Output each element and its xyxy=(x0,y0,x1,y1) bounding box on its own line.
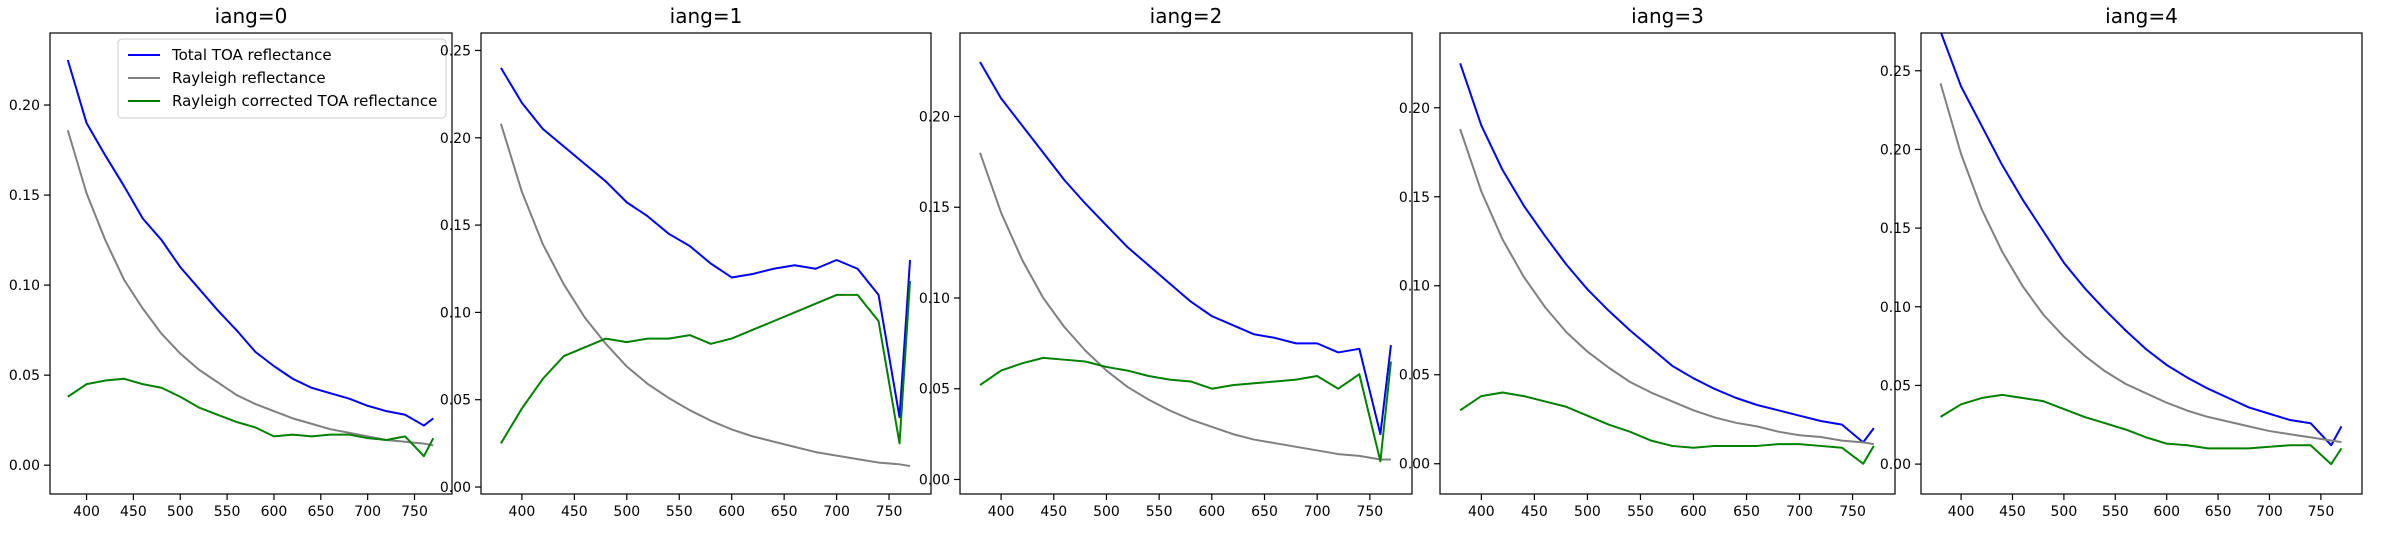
x-tick-label: 550 xyxy=(2102,504,2129,520)
series-line xyxy=(500,280,912,445)
y-tick-label: 0.20 xyxy=(1399,101,1430,117)
y-tick-label: 0.20 xyxy=(9,98,40,114)
series-line xyxy=(979,356,1392,463)
x-tick-label: 600 xyxy=(2153,504,2180,520)
x-tick-label: 400 xyxy=(1948,504,1975,520)
y-tick-label: 0.00 xyxy=(9,458,40,474)
series-line xyxy=(1459,128,1874,446)
y-tick-label: 0.20 xyxy=(440,131,471,147)
y-tick-label: 0.05 xyxy=(440,393,471,409)
axes-frame xyxy=(959,32,1413,495)
series-line xyxy=(979,61,1392,436)
x-tick-label: 700 xyxy=(823,504,850,520)
x-tick-label: 550 xyxy=(214,504,241,520)
axes-frame xyxy=(49,32,453,495)
x-tick-label: 700 xyxy=(1786,504,1813,520)
y-tick-label: 0.00 xyxy=(919,472,950,488)
y-tick-label: 0.20 xyxy=(919,109,950,125)
x-tick-label: 600 xyxy=(261,504,288,520)
x-tick-label: 400 xyxy=(988,504,1015,520)
series-line xyxy=(66,59,434,427)
y-tick-label: 0.00 xyxy=(1880,457,1911,473)
x-tick-label: 750 xyxy=(1839,504,1866,520)
x-tick-label: 400 xyxy=(73,504,100,520)
series-line xyxy=(1939,83,2342,444)
y-tick-label: 0.10 xyxy=(9,278,40,294)
x-tick-label: 650 xyxy=(1733,504,1760,520)
legend-label: Rayleigh corrected TOA reflectance xyxy=(172,92,437,110)
x-tick-label: 750 xyxy=(2308,504,2335,520)
y-tick-label: 0.15 xyxy=(1399,190,1430,206)
x-tick-label: 450 xyxy=(1999,504,2026,520)
y-tick-label: 0.15 xyxy=(919,200,950,216)
x-tick-label: 500 xyxy=(613,504,640,520)
x-tick-label: 600 xyxy=(1680,504,1707,520)
x-tick-label: 750 xyxy=(876,504,903,520)
x-tick-label: 650 xyxy=(307,504,334,520)
series-line xyxy=(500,67,912,419)
y-tick-label: 0.25 xyxy=(440,43,471,59)
axes-frame xyxy=(1439,32,1896,495)
x-tick-label: 700 xyxy=(354,504,381,520)
y-tick-label: 0.05 xyxy=(1399,368,1430,384)
y-tick-label: 0.10 xyxy=(919,291,950,307)
x-tick-label: 550 xyxy=(1627,504,1654,520)
y-tick-label: 0.05 xyxy=(919,382,950,398)
y-tick-label: 0.10 xyxy=(440,305,471,321)
legend-label: Rayleigh reflectance xyxy=(172,69,326,87)
x-tick-label: 450 xyxy=(1521,504,1548,520)
series-line xyxy=(66,129,434,447)
legend-label: Total TOA reflectance xyxy=(171,46,332,64)
y-tick-label: 0.15 xyxy=(9,188,40,204)
series-line xyxy=(1459,391,1875,465)
axes-frame xyxy=(480,32,932,495)
x-tick-label: 750 xyxy=(1356,504,1383,520)
y-tick-label: 0.15 xyxy=(1880,221,1911,237)
chart-title: iang=2 xyxy=(1150,4,1223,28)
x-tick-label: 450 xyxy=(561,504,588,520)
y-tick-label: 0.10 xyxy=(1399,279,1430,295)
x-tick-label: 600 xyxy=(1198,504,1225,520)
x-tick-label: 450 xyxy=(1040,504,1067,520)
series-line xyxy=(1940,393,2343,466)
y-tick-label: 0.15 xyxy=(440,218,471,234)
x-tick-label: 700 xyxy=(1304,504,1331,520)
x-tick-label: 650 xyxy=(2205,504,2232,520)
y-tick-label: 0.20 xyxy=(1880,142,1911,158)
y-tick-label: 0.00 xyxy=(440,480,471,496)
x-tick-label: 650 xyxy=(771,504,798,520)
legend-box xyxy=(117,38,447,119)
x-tick-label: 600 xyxy=(718,504,745,520)
x-tick-label: 500 xyxy=(2051,504,2078,520)
y-tick-label: 0.25 xyxy=(1880,64,1911,80)
x-tick-label: 500 xyxy=(167,504,194,520)
series-line xyxy=(67,377,435,458)
x-tick-label: 550 xyxy=(666,504,693,520)
y-tick-label: 0.05 xyxy=(1880,378,1911,394)
x-tick-label: 650 xyxy=(1251,504,1278,520)
x-tick-label: 750 xyxy=(401,504,428,520)
chart-title: iang=1 xyxy=(670,4,743,28)
x-tick-label: 500 xyxy=(1093,504,1120,520)
series-line xyxy=(1459,62,1875,444)
chart-title: iang=3 xyxy=(1631,4,1704,28)
x-tick-label: 450 xyxy=(120,504,147,520)
series-line xyxy=(979,152,1391,461)
x-tick-label: 400 xyxy=(509,504,536,520)
x-tick-label: 400 xyxy=(1468,504,1495,520)
chart-title: iang=0 xyxy=(215,4,288,28)
chart-title: iang=4 xyxy=(2105,4,2178,28)
series-line xyxy=(1940,33,2343,447)
y-tick-label: 0.10 xyxy=(1880,300,1911,316)
x-tick-label: 500 xyxy=(1574,504,1601,520)
y-tick-label: 0.00 xyxy=(1399,457,1430,473)
series-line xyxy=(499,123,911,468)
y-tick-label: 0.05 xyxy=(9,368,40,384)
axes-frame xyxy=(1920,32,2363,495)
x-tick-label: 700 xyxy=(2256,504,2283,520)
x-tick-label: 550 xyxy=(1146,504,1173,520)
